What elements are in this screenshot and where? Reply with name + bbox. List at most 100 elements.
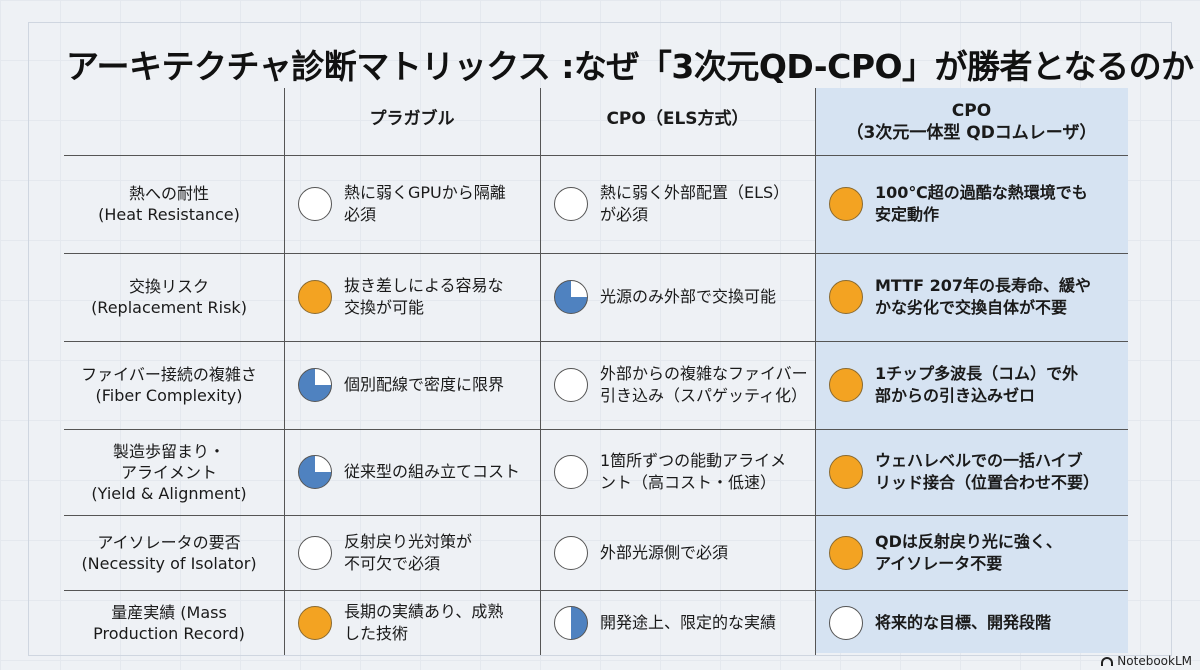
rating-quarter-icon (298, 455, 332, 489)
row-label-line: アイソレータの要否 (97, 532, 241, 552)
rating-empty-icon (554, 455, 588, 489)
matrix-cell: 熱に弱く外部配置（ELS） が必須 (554, 155, 809, 253)
row-divider (64, 515, 1128, 516)
column-header: CPO（ELS方式） (540, 108, 815, 130)
cell-text-line: 交換が可能 (344, 298, 425, 317)
rating-full-icon (829, 280, 863, 314)
cell-text-line: リッド接合（位置合わせ不要） (875, 473, 1100, 492)
row-divider (64, 429, 1128, 430)
cell-text-line: 長期の実績あり、成熟 (344, 601, 504, 621)
rating-full-icon (829, 368, 863, 402)
cell-text-line: 反射戻り光対策が (344, 531, 473, 551)
cell-text-line: アイソレータ不要 (875, 553, 1003, 573)
column-divider (540, 88, 541, 655)
cell-text: QDは反射戻り光に強く、 アイソレータ不要 (875, 531, 1062, 575)
column-header-line: CPO（ELS方式） (606, 109, 749, 129)
row-label-line: (Replacement Risk) (91, 298, 247, 317)
cell-text-line: 従来型の組み立てコスト (344, 462, 521, 481)
rating-half-icon (554, 605, 588, 640)
row-label-line: Production Record) (93, 623, 245, 643)
cell-text: 熱に弱くGPUから隔離 必須 (344, 182, 506, 226)
cell-text: 100℃超の過酷な熱環境でも 安定動作 (875, 182, 1088, 226)
rating-empty-icon (554, 187, 588, 221)
cell-text: ウェハレベルでの一括ハイブ リッド接合（位置合わせ不要） (875, 450, 1099, 494)
row-label: アイソレータの要否 (Necessity of Isolator) (64, 532, 274, 574)
cell-text-line: 部からの引き込みゼロ (875, 386, 1036, 405)
page-title: アーキテクチャ診断マトリックス :なぜ「3次元QD-CPO」が勝者となるのか (66, 47, 1194, 86)
matrix-cell: 従来型の組み立てコスト (298, 429, 534, 515)
cell-text: 熱に弱く外部配置（ELS） が必須 (600, 182, 789, 226)
row-label: 量産実績 (Mass Production Record) (64, 602, 274, 644)
cell-text-line: 外部光源側で必須 (600, 542, 729, 562)
matrix-cell: QDは反射戻り光に強く、 アイソレータ不要 (829, 515, 1122, 590)
matrix-cell: ウェハレベルでの一括ハイブ リッド接合（位置合わせ不要） (829, 429, 1122, 515)
matrix-cell: 抜き差しによる容易な 交換が可能 (298, 253, 534, 341)
cell-text: 外部からの複雑なファイバー 引き込み（スパゲッティ化） (600, 363, 808, 407)
row-label-line: 熱への耐性 (128, 184, 209, 203)
matrix-cell: 外部からの複雑なファイバー 引き込み（スパゲッティ化） (554, 341, 809, 429)
matrix-cell: 反射戻り光対策が 不可欠で必須 (298, 515, 534, 590)
cell-text-line: 抜き差しによる容易な (344, 276, 504, 295)
row-label-line: (Necessity of Isolator) (81, 553, 257, 573)
row-label: 交換リスク (Replacement Risk) (64, 276, 274, 318)
rating-empty-icon (298, 187, 332, 221)
cell-text-line: 必須 (344, 205, 377, 224)
column-header-line: CPO (951, 101, 992, 121)
matrix-cell: 熱に弱くGPUから隔離 必須 (298, 155, 534, 253)
matrix-cell: 1チップ多波長（コム）で外 部からの引き込みゼロ (829, 341, 1122, 429)
row-label-line: ファイバー接続の複雑さ (81, 365, 257, 384)
column-divider (815, 88, 816, 655)
column-header-line: （3次元一体型 QDコムレーザ） (846, 123, 1097, 143)
matrix-cell: 長期の実績あり、成熟 した技術 (298, 590, 534, 655)
rating-empty-icon (829, 605, 863, 640)
rating-quarter-icon (554, 280, 588, 314)
cell-text-line: 100℃超の過酷な熱環境でも (875, 183, 1088, 202)
frame-border (28, 22, 1172, 656)
notebooklm-icon (1101, 656, 1114, 666)
highlight-column (815, 88, 1128, 653)
cell-text: 個別配線で密度に限界 (344, 374, 504, 396)
matrix-cell: 1箇所ずつの能動アライメ ント（高コスト・低速） (554, 429, 809, 515)
cell-text-line: ント（高コスト・低速） (600, 473, 777, 492)
rating-full-icon (829, 187, 863, 221)
cell-text-line: MTTF 207年の長寿命、緩や (875, 276, 1092, 295)
cell-text-line: かな劣化で交換自体が不要 (875, 298, 1068, 317)
rating-full-icon (298, 605, 332, 640)
cell-text-line: 光源のみ外部で交換可能 (600, 287, 777, 306)
rating-full-icon (298, 280, 332, 314)
cell-text-line: が必須 (600, 205, 649, 224)
cell-text: MTTF 207年の長寿命、緩や かな劣化で交換自体が不要 (875, 275, 1091, 319)
row-label-line: (Fiber Complexity) (95, 386, 243, 405)
row-divider (64, 341, 1128, 342)
cell-text: 抜き差しによる容易な 交換が可能 (344, 275, 504, 319)
row-label: ファイバー接続の複雑さ (Fiber Complexity) (64, 364, 274, 406)
cell-text: 将来的な目標、開発段階 (875, 612, 1051, 634)
cell-text-line: QDは反射戻り光に強く、 (875, 531, 1062, 551)
matrix-cell: 100℃超の過酷な熱環境でも 安定動作 (829, 155, 1122, 253)
row-label-line: (Heat Resistance) (98, 205, 240, 224)
cell-text-line: 熱に弱くGPUから隔離 (344, 183, 506, 202)
brand-label: NotebookLM (1117, 654, 1192, 668)
matrix-cell: 光源のみ外部で交換可能 (554, 253, 809, 341)
column-header: CPO （3次元一体型 QDコムレーザ） (815, 100, 1128, 144)
row-label-line: 製造歩留まり・ (112, 441, 225, 461)
row-label: 熱への耐性 (Heat Resistance) (64, 183, 274, 225)
cell-text: 外部光源側で必須 (600, 542, 728, 564)
rating-full-icon (829, 455, 863, 489)
cell-text-line: 安定動作 (875, 205, 940, 224)
rating-quarter-icon (298, 368, 332, 402)
row-label-line: 量産実績 (Mass (111, 602, 227, 622)
rating-empty-icon (298, 535, 332, 570)
column-header-line: プラガブル (369, 109, 455, 129)
matrix-cell: 開発途上、限定的な実績 (554, 590, 809, 655)
cell-text: 1チップ多波長（コム）で外 部からの引き込みゼロ (875, 363, 1078, 407)
row-divider (64, 155, 1128, 156)
rating-empty-icon (554, 535, 588, 570)
cell-text-line: 1箇所ずつの能動アライメ (600, 451, 787, 470)
row-label-line: (Yield & Alignment) (91, 483, 247, 503)
row-divider (64, 590, 1128, 591)
cell-text-line: 将来的な目標、開発段階 (875, 612, 1052, 632)
matrix-cell: 個別配線で密度に限界 (298, 341, 534, 429)
row-label: 製造歩留まり・ アライメント (Yield & Alignment) (64, 441, 274, 504)
notebooklm-badge: NotebookLM (1101, 654, 1192, 668)
